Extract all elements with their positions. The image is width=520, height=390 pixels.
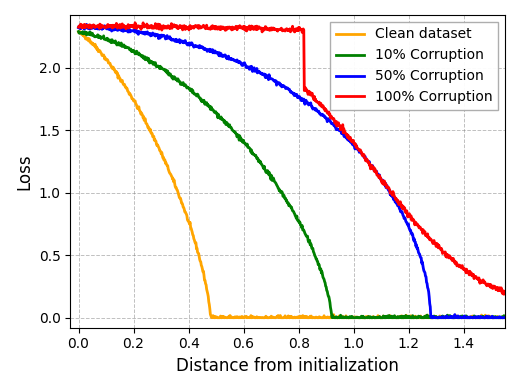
Clean dataset [209, 316, 215, 320]
50% Corruption [502, 315, 508, 320]
Line: 10% Corruption: 10% Corruption [79, 32, 505, 318]
100% Corruption [101, 25, 108, 30]
10% Corruption [75, 29, 82, 34]
Legend: Clean dataset, 10% Corruption, 50% Corruption, 100% Corruption: Clean dataset, 10% Corruption, 50% Corru… [330, 22, 498, 110]
100% Corruption [335, 122, 341, 127]
Clean dataset [335, 316, 342, 320]
100% Corruption [75, 25, 82, 30]
50% Corruption [348, 140, 354, 145]
100% Corruption [323, 109, 330, 114]
10% Corruption [443, 314, 449, 319]
Clean dataset [444, 316, 450, 320]
10% Corruption [335, 316, 341, 320]
10% Corruption [399, 314, 406, 319]
Line: Clean dataset: Clean dataset [79, 32, 505, 318]
Clean dataset [102, 55, 108, 60]
10% Corruption [348, 316, 354, 320]
100% Corruption [501, 292, 507, 296]
100% Corruption [348, 138, 354, 142]
50% Corruption [102, 25, 108, 30]
Clean dataset [324, 315, 330, 319]
100% Corruption [502, 289, 508, 294]
Line: 100% Corruption: 100% Corruption [79, 23, 505, 294]
50% Corruption [444, 314, 450, 318]
50% Corruption [430, 316, 436, 320]
50% Corruption [335, 127, 341, 132]
100% Corruption [443, 252, 449, 257]
10% Corruption [323, 285, 329, 289]
50% Corruption [75, 25, 82, 30]
50% Corruption [323, 117, 330, 122]
Clean dataset [502, 316, 508, 320]
Y-axis label: Loss: Loss [15, 153, 33, 190]
Clean dataset [348, 316, 355, 320]
50% Corruption [83, 22, 89, 27]
Clean dataset [77, 29, 83, 34]
Clean dataset [400, 316, 406, 320]
10% Corruption [502, 316, 508, 320]
Clean dataset [75, 30, 82, 34]
10% Corruption [101, 37, 108, 42]
X-axis label: Distance from initialization: Distance from initialization [176, 357, 399, 375]
100% Corruption [132, 20, 138, 25]
Line: 50% Corruption: 50% Corruption [79, 25, 505, 318]
100% Corruption [399, 206, 406, 211]
10% Corruption [331, 316, 337, 320]
50% Corruption [399, 211, 406, 216]
